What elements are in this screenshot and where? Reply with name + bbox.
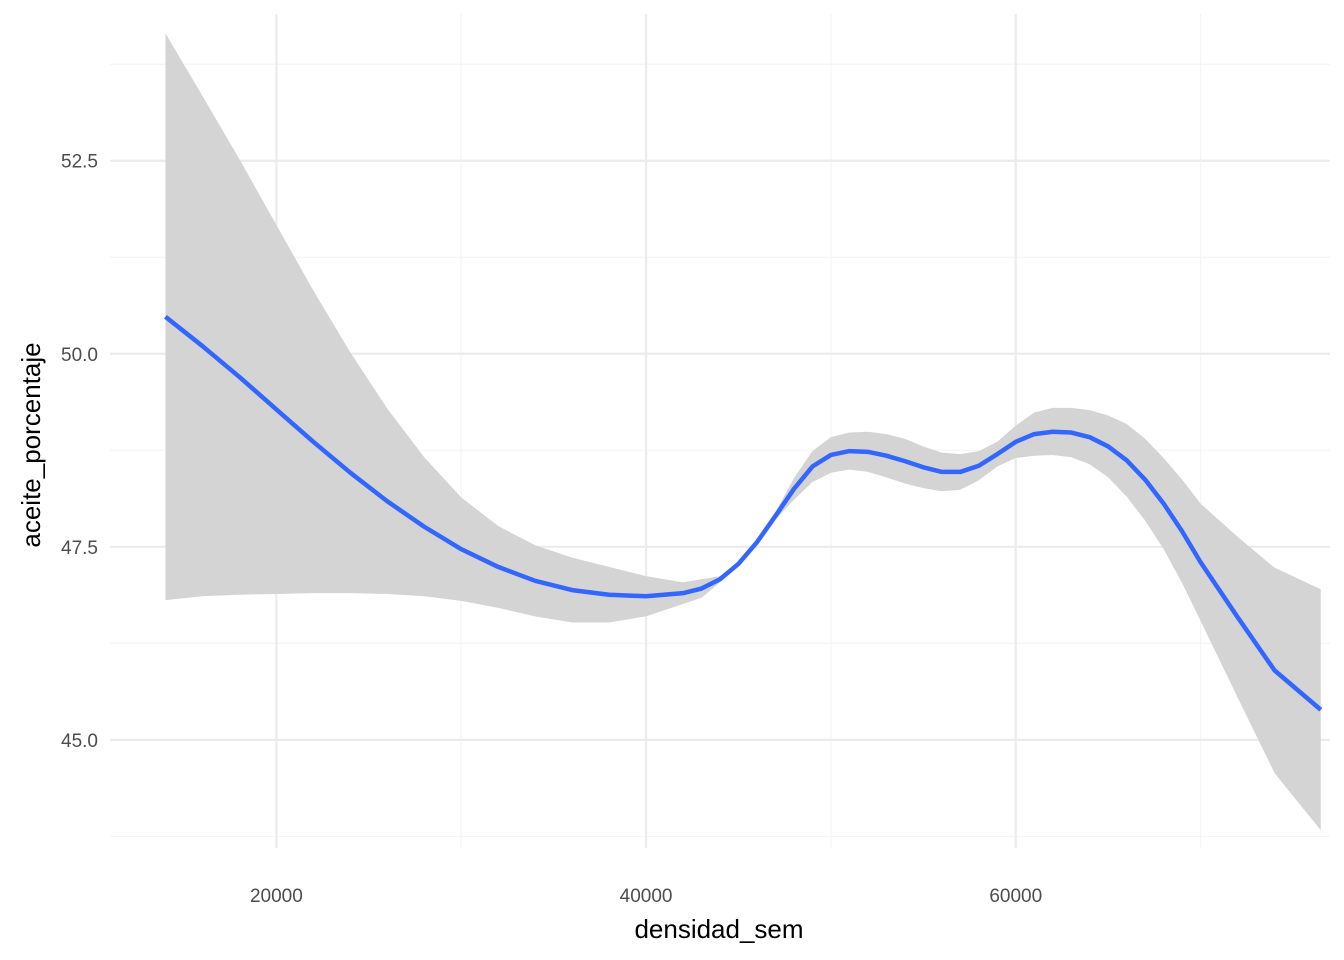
- y-tick-label-2: 50.0: [61, 345, 98, 366]
- x-axis-title: densidad_sem: [634, 914, 803, 944]
- y-axis-tick-labels: 45.0 47.5 50.0 52.5: [61, 152, 98, 752]
- y-tick-label-3: 52.5: [61, 152, 98, 173]
- x-tick-label-2: 60000: [989, 886, 1042, 907]
- x-tick-label-0: 20000: [250, 886, 303, 907]
- confidence-ribbon: [165, 33, 1321, 831]
- x-tick-label-1: 40000: [620, 886, 673, 907]
- x-axis-tick-labels: 20000 40000 60000: [250, 886, 1042, 907]
- y-axis-title: aceite_porcentaje: [16, 342, 46, 547]
- y-tick-label-1: 47.5: [61, 538, 98, 559]
- smooth-line: [164, 314, 1323, 712]
- y-tick-label-0: 45.0: [61, 731, 98, 752]
